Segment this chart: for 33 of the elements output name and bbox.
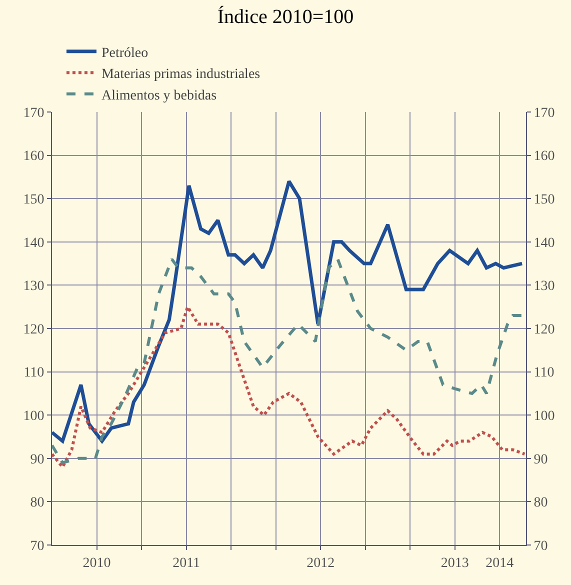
y-tick-label: 150 — [23, 192, 44, 208]
y-tick-label: 70 — [30, 538, 44, 554]
chart-title: Índice 2010=100 — [217, 4, 354, 28]
x-tick-label: 2012 — [306, 556, 335, 571]
y-tick-label: 140 — [23, 236, 44, 251]
y2-tick-label: 70 — [534, 538, 548, 554]
y2-tick-label: 160 — [534, 149, 555, 164]
legend-label: Alimentos y bebidas — [101, 88, 217, 104]
y-tick-label: 110 — [24, 366, 44, 381]
x-tick-label: 2011 — [172, 556, 200, 571]
y2-tick-label: 120 — [534, 322, 555, 338]
y2-tick-label: 80 — [534, 496, 548, 511]
y-tick-label: 170 — [23, 106, 44, 121]
y2-tick-label: 110 — [534, 366, 554, 381]
line-series — [52, 305, 526, 469]
y-tick-label: 80 — [30, 496, 44, 511]
line-series — [52, 180, 524, 443]
y2-tick-label: 130 — [534, 279, 555, 294]
y-tick-label: 100 — [23, 409, 44, 424]
y-tick-label: 120 — [23, 322, 44, 338]
y2-tick-label: 100 — [534, 409, 555, 424]
x-tick-label: 2010 — [82, 556, 111, 571]
x-tick-label: 2014 — [486, 556, 514, 571]
y2-tick-label: 140 — [534, 236, 555, 251]
y-tick-label: 130 — [23, 279, 44, 294]
x-tick-label: 2013 — [440, 556, 469, 571]
y2-tick-label: 90 — [534, 452, 548, 468]
y2-tick-label: 150 — [534, 192, 555, 208]
y-tick-label: 160 — [23, 149, 44, 164]
legend-label: Petróleo — [101, 46, 148, 61]
y2-tick-label: 170 — [534, 106, 555, 121]
y-tick-label: 90 — [30, 452, 44, 468]
legend-label: Materias primas industriales — [101, 67, 260, 82]
